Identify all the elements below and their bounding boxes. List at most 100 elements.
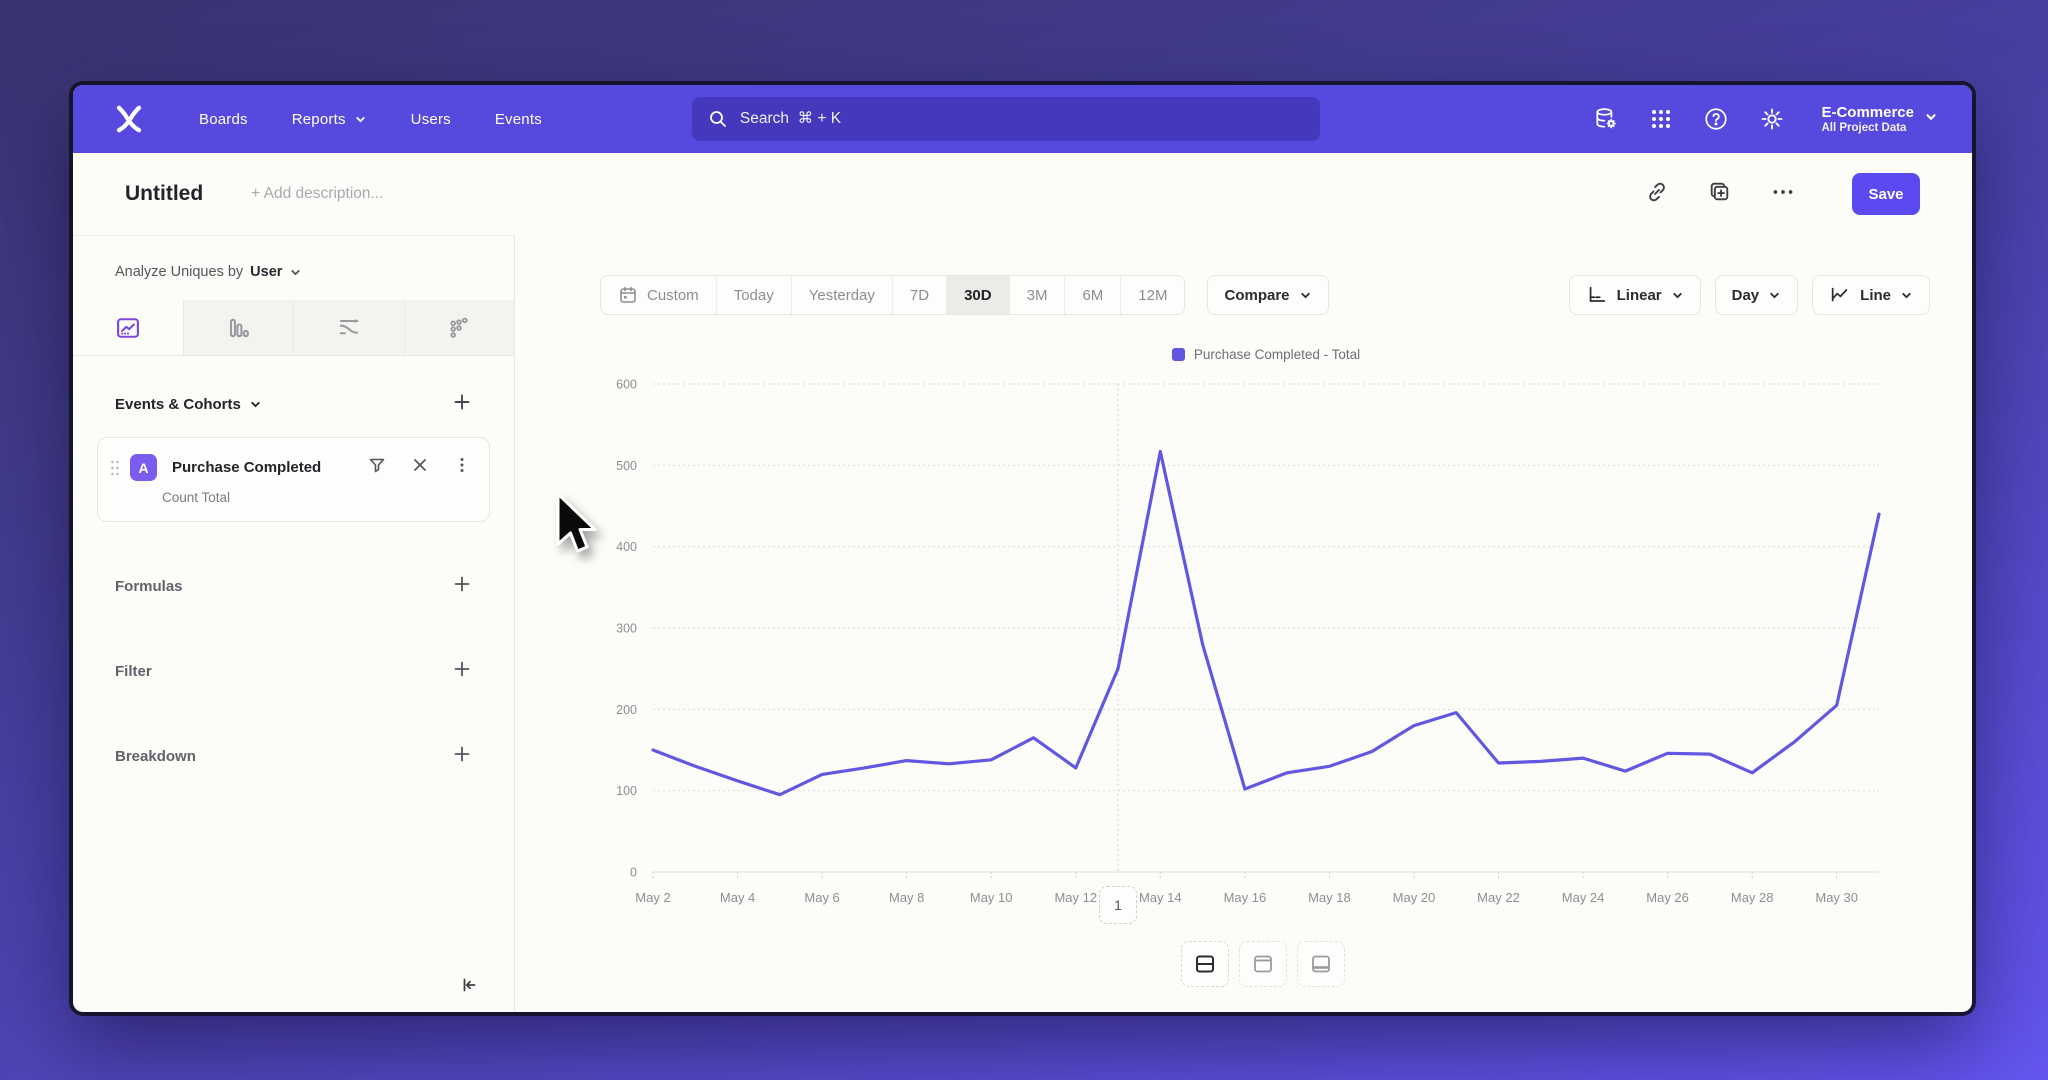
event-letter-badge: A: [130, 454, 157, 481]
svg-text:May 8: May 8: [889, 890, 924, 905]
plus-icon: [454, 576, 470, 592]
line-chart[interactable]: 0 100 200 300 400 500 600 May 2 May 4 May 6 May 8 M…: [533, 372, 1953, 972]
scale-button[interactable]: Linear: [1568, 275, 1701, 315]
visualization-tabs: [73, 300, 514, 356]
save-button[interactable]: Save: [1852, 173, 1920, 215]
flow-tab-icon: [339, 318, 358, 334]
top-panel-layout-button[interactable]: [1239, 941, 1287, 987]
chart-legend[interactable]: Purchase Completed - Total: [653, 347, 1879, 362]
help-icon[interactable]: [1703, 106, 1729, 132]
add-description-field[interactable]: + Add description...: [251, 185, 384, 202]
svg-text:May 2: May 2: [635, 890, 670, 905]
settings-icon[interactable]: [1759, 106, 1785, 132]
range-30d[interactable]: 30D: [946, 276, 1009, 314]
nav-item-label: Users: [410, 110, 451, 128]
svg-text:May 12: May 12: [1054, 890, 1097, 905]
nav-item-reports[interactable]: Reports: [270, 111, 389, 128]
filter-funnel-icon[interactable]: [367, 455, 387, 480]
events-cohorts-header: Events & Cohorts: [73, 356, 514, 417]
apps-grid-icon[interactable]: [1649, 107, 1673, 131]
search-input[interactable]: [739, 110, 1304, 128]
add-formulas-button[interactable]: [452, 574, 472, 599]
data-management-icon[interactable]: [1593, 106, 1619, 132]
event-menu-icon[interactable]: [453, 456, 471, 479]
chevron-down-icon: [1300, 292, 1310, 298]
line-chart-icon: [1831, 287, 1848, 302]
range-custom[interactable]: Custom: [601, 276, 716, 314]
plus-icon: [454, 661, 470, 677]
range-label: 12M: [1138, 286, 1168, 304]
range-label: 30D: [964, 286, 992, 304]
analyze-value[interactable]: User: [250, 264, 283, 280]
event-name[interactable]: Purchase Completed: [172, 459, 322, 476]
tab-bar-chart[interactable]: [182, 300, 293, 355]
svg-text:600: 600: [616, 378, 637, 392]
split-horizontal-layout-button[interactable]: [1181, 941, 1229, 987]
app-window: Boards Reports Users Events: [73, 85, 1972, 1012]
nav-right: E-Commerce All Project Data: [1593, 103, 1938, 134]
section-label: Breakdown: [115, 748, 196, 765]
page-number-badge[interactable]: 1: [1099, 886, 1137, 924]
range-7d[interactable]: 7D: [891, 276, 946, 314]
range-yesterday[interactable]: Yesterday: [790, 276, 892, 314]
svg-text:May 24: May 24: [1562, 890, 1605, 905]
sidebar-section-formulas: Formulas: [73, 574, 514, 599]
chart-panel: Custom Today Yesterday 7D 30D 3M 6M 12M Compare…: [515, 235, 1972, 1012]
range-3m[interactable]: 3M: [1008, 276, 1065, 314]
nav-item-boards[interactable]: Boards: [177, 111, 270, 128]
event-metric[interactable]: Count Total: [162, 490, 231, 505]
mixpanel-logo-icon[interactable]: [107, 101, 151, 137]
layout-toggles: [1181, 941, 1345, 987]
range-label: Custom: [647, 286, 699, 304]
range-6m[interactable]: 6M: [1064, 276, 1120, 314]
remove-event-icon[interactable]: [411, 456, 429, 479]
chevron-down-icon: [1924, 110, 1938, 129]
split-horizontal-icon: [1196, 955, 1214, 973]
analyze-uniques-control[interactable]: Analyze Uniques by User: [73, 236, 514, 300]
event-card[interactable]: A Purchase Completed: [97, 437, 490, 522]
nav-item-events[interactable]: Events: [473, 111, 564, 128]
chart-toolbar: Custom Today Yesterday 7D 30D 3M 6M 12M Compare…: [600, 275, 1930, 315]
svg-text:May 22: May 22: [1477, 890, 1520, 905]
range-12m[interactable]: 12M: [1120, 276, 1184, 314]
search-bar[interactable]: [691, 97, 1320, 141]
content-area: Analyze Uniques by User: [73, 235, 1972, 1012]
chevron-down-icon: [1902, 292, 1911, 298]
tab-scatter[interactable]: [403, 300, 514, 355]
drag-handle-icon[interactable]: [110, 459, 120, 477]
workspace-switcher[interactable]: E-Commerce All Project Data: [1821, 103, 1938, 134]
add-event-button[interactable]: [452, 392, 472, 417]
interval-button[interactable]: Day: [1714, 275, 1799, 315]
range-label: 7D: [909, 286, 930, 304]
chevron-down-icon: [251, 401, 260, 408]
legend-swatch: [1171, 348, 1185, 361]
add-breakdown-button[interactable]: [452, 744, 472, 769]
calendar-icon: [620, 286, 636, 303]
chart-type-button[interactable]: Line: [1812, 275, 1930, 315]
range-today[interactable]: Today: [715, 276, 791, 314]
sidebar-section-breakdown: Breakdown: [73, 744, 514, 769]
range-label: 3M: [1026, 286, 1048, 304]
chart-display-controls: Linear Day Line: [1568, 275, 1930, 315]
duplicate-icon[interactable]: [1707, 179, 1732, 209]
svg-text:May 10: May 10: [970, 890, 1013, 905]
nav-item-users[interactable]: Users: [389, 111, 473, 128]
tab-flow[interactable]: [293, 300, 404, 355]
svg-text:May 6: May 6: [804, 890, 839, 905]
more-icon[interactable]: [1770, 179, 1796, 210]
top-panel-icon: [1254, 955, 1272, 973]
events-cohorts-label[interactable]: Events & Cohorts: [115, 396, 262, 413]
add-filter-button[interactable]: [452, 659, 472, 684]
link-icon[interactable]: [1645, 180, 1669, 209]
svg-text:400: 400: [616, 540, 637, 554]
bottom-panel-layout-button[interactable]: [1297, 941, 1345, 987]
collapse-sidebar-icon[interactable]: [458, 974, 480, 996]
svg-text:May 14: May 14: [1139, 890, 1182, 905]
nav-item-label: Boards: [199, 110, 248, 128]
tab-line-chart[interactable]: [73, 300, 183, 355]
search-icon: [708, 109, 728, 129]
query-sidebar: Analyze Uniques by User: [73, 235, 515, 1012]
workspace-name: E-Commerce: [1821, 103, 1914, 121]
compare-button[interactable]: Compare: [1207, 275, 1329, 315]
report-title[interactable]: Untitled: [125, 182, 204, 205]
